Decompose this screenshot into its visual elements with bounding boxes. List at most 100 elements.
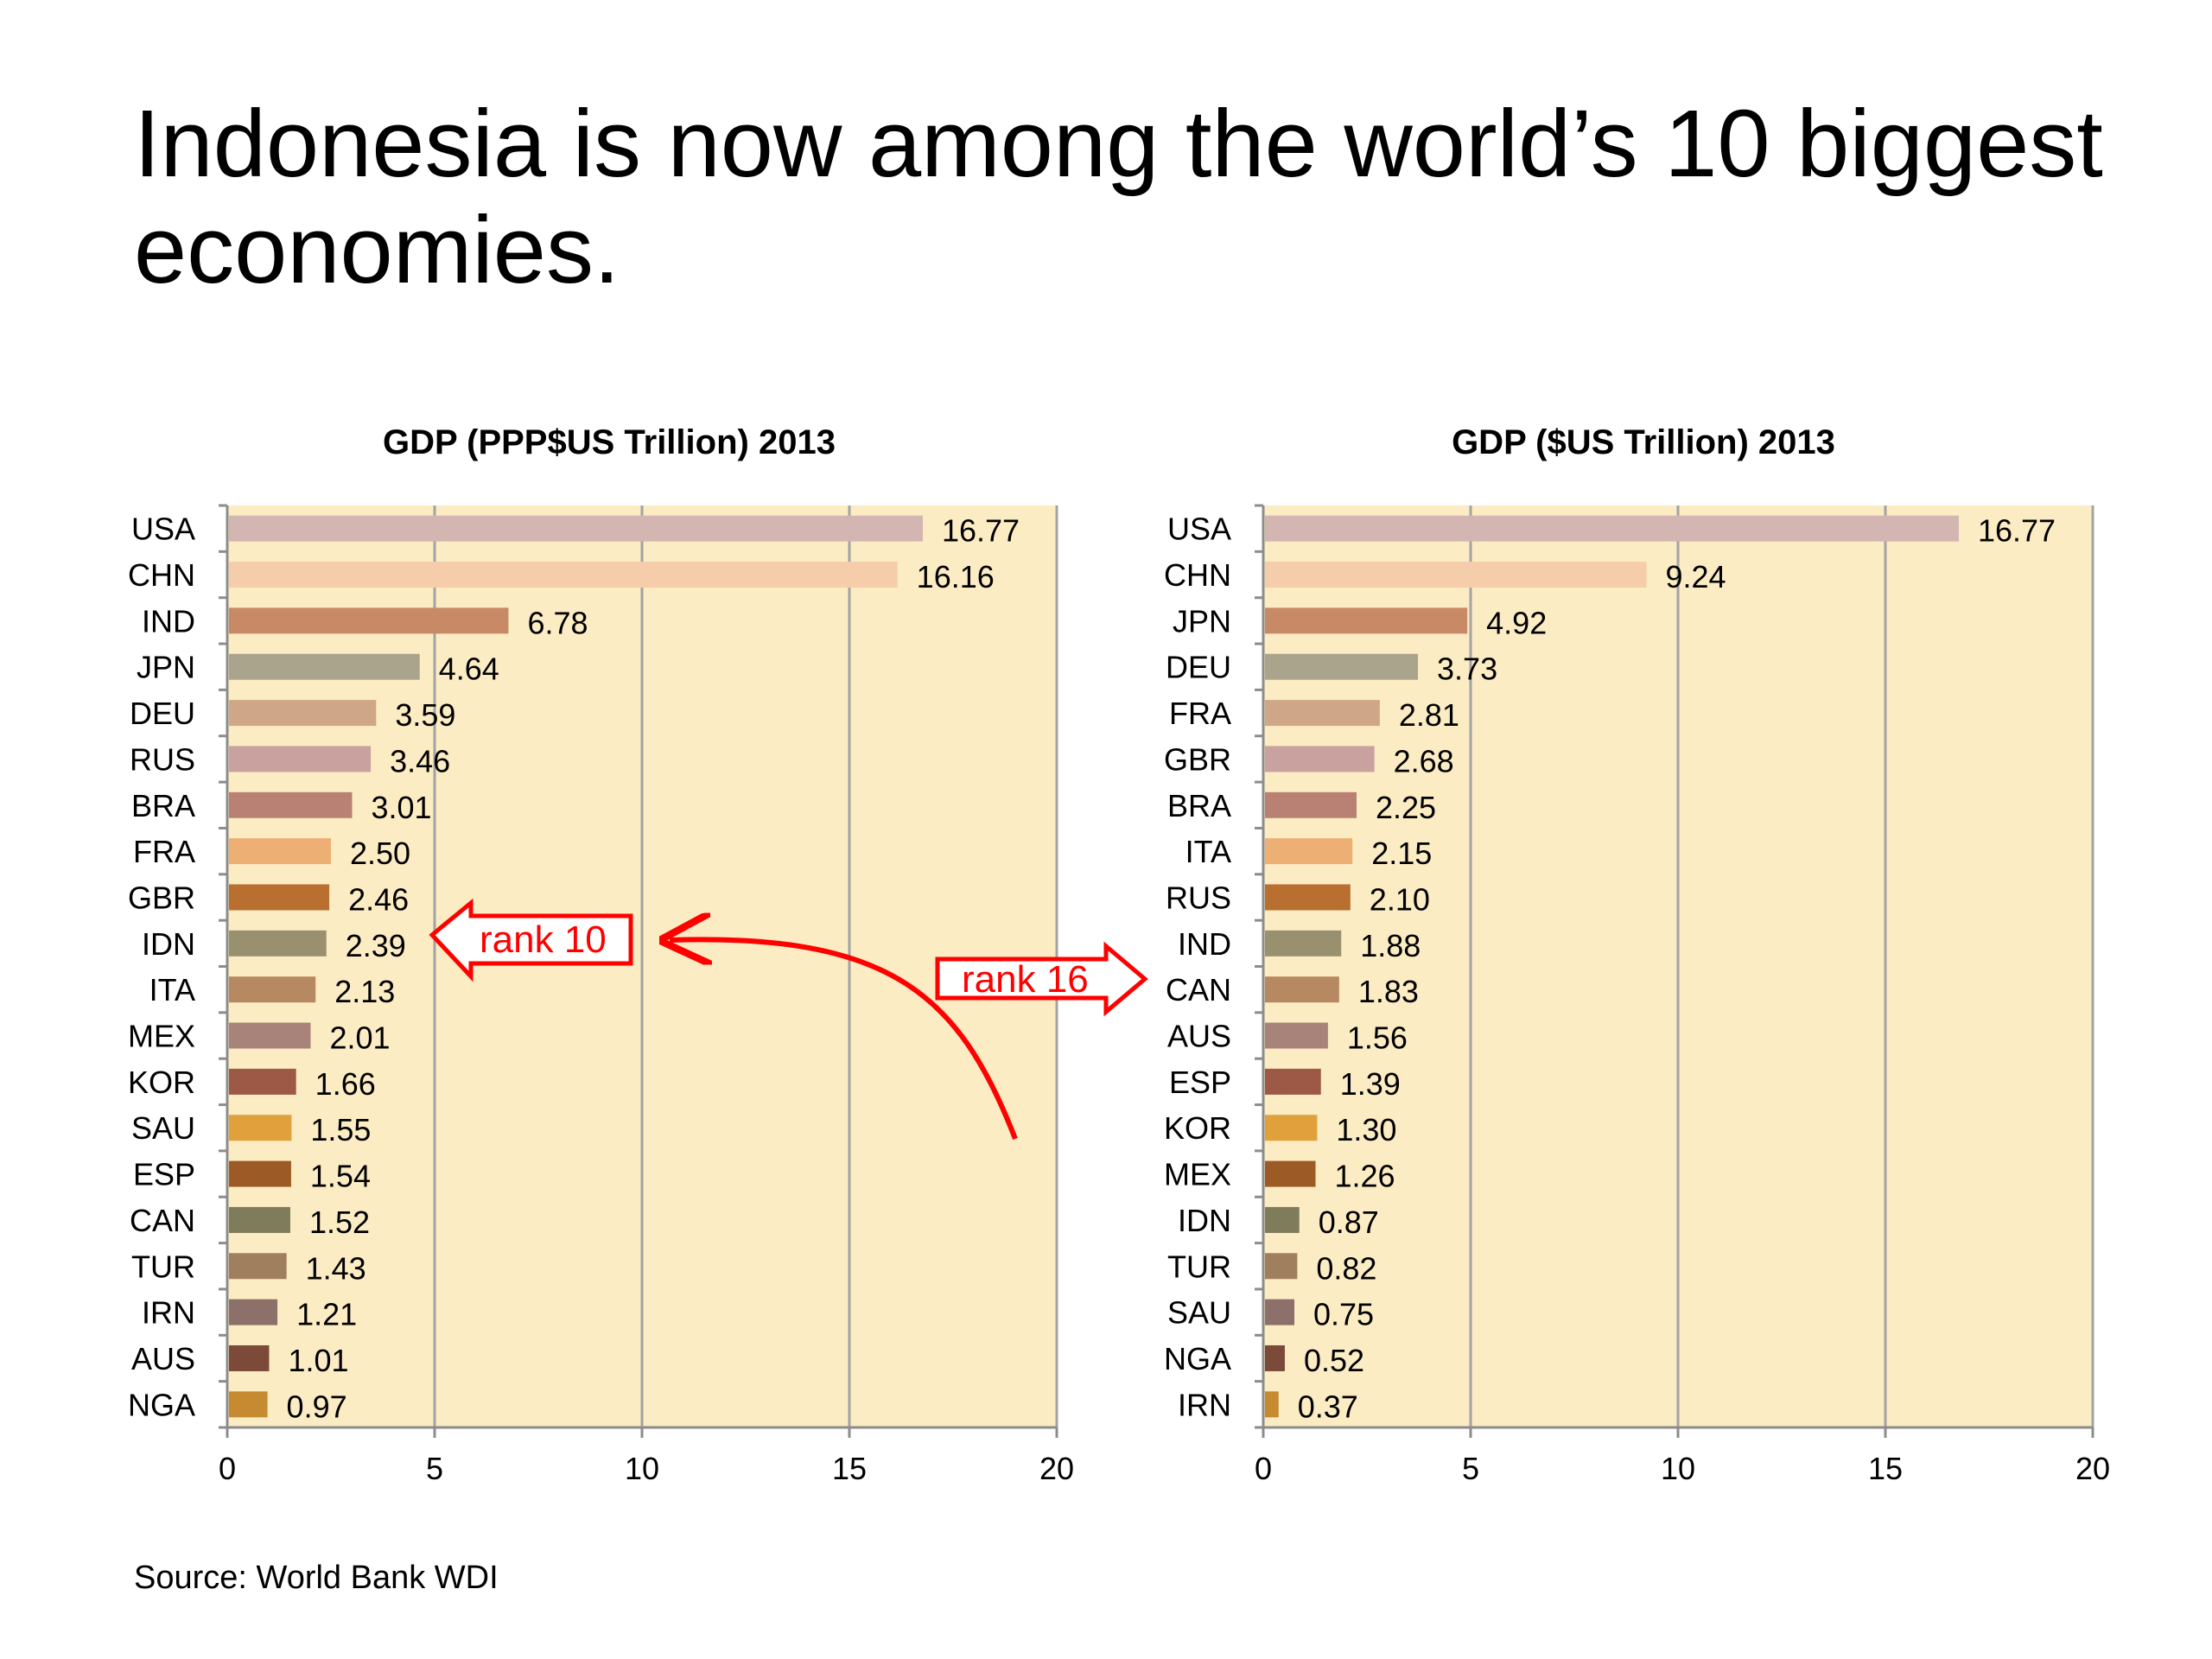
value-label: 0.97 (287, 1389, 347, 1424)
value-label: 2.13 (334, 974, 395, 1009)
category-label: FRA (1169, 696, 1231, 731)
bar-jpn (229, 653, 420, 680)
value-label: 1.88 (1360, 928, 1421, 963)
bar-idn (1265, 1206, 1300, 1233)
value-label: 6.78 (527, 605, 588, 640)
bar-idn (229, 930, 327, 957)
category-label: CAN (130, 1203, 195, 1238)
category-label: GBR (1164, 741, 1231, 777)
bar-can (229, 1206, 290, 1233)
value-label: 1.83 (1358, 974, 1419, 1009)
category-label: TUR (131, 1249, 195, 1284)
value-label: 3.01 (371, 790, 431, 825)
bar-mex (229, 1022, 311, 1049)
category-label: IDN (142, 926, 195, 962)
bar-ind (229, 607, 509, 634)
bar-tur (229, 1253, 287, 1280)
category-label: SAU (1167, 1295, 1231, 1331)
category-label: ITA (1185, 834, 1231, 869)
value-label: 1.21 (296, 1297, 357, 1332)
value-label: 2.46 (348, 881, 409, 917)
bar-usa (1265, 515, 1959, 542)
bar-nga (1265, 1344, 1285, 1371)
value-label: 1.55 (310, 1112, 371, 1147)
value-label: 1.52 (309, 1205, 370, 1240)
bar-deu (229, 700, 377, 727)
bar-gbr (1265, 746, 1375, 772)
category-label: IND (142, 603, 195, 639)
category-label: AUS (131, 1341, 195, 1376)
bar-tur (1265, 1253, 1298, 1280)
x-tick-label: 10 (1661, 1451, 1695, 1486)
bar-jpn (1265, 607, 1468, 634)
value-label: 2.81 (1399, 697, 1459, 733)
value-label: 2.25 (1376, 790, 1436, 825)
value-label: 1.43 (306, 1250, 366, 1286)
bar-rus (1265, 884, 1351, 911)
slide-title: Indonesia is now among the world’s 10 bi… (134, 91, 2103, 303)
chart-title: GDP ($US Trillion) 2013 (1452, 423, 1835, 461)
value-label: 16.77 (1978, 513, 2056, 549)
category-label: AUS (1167, 1019, 1231, 1054)
value-label: 1.66 (315, 1066, 376, 1102)
value-label: 0.82 (1316, 1250, 1376, 1286)
bar-sau (229, 1115, 292, 1141)
bar-fra (1265, 700, 1380, 727)
bar-can (1265, 976, 1339, 1003)
category-label: ESP (133, 1157, 195, 1192)
value-label: 0.52 (1304, 1343, 1364, 1378)
category-label: IRN (1178, 1387, 1231, 1422)
category-label: KOR (1164, 1110, 1231, 1146)
category-label: CHN (1164, 557, 1231, 593)
bar-esp (1265, 1068, 1321, 1095)
value-label: 16.16 (917, 559, 995, 594)
category-label: BRA (1167, 788, 1231, 823)
value-label: 2.15 (1371, 836, 1432, 871)
bar-esp (229, 1160, 291, 1187)
x-tick-label: 15 (832, 1451, 867, 1486)
bar-gbr (229, 884, 330, 911)
category-label: GBR (128, 880, 195, 915)
value-label: 1.26 (1334, 1159, 1395, 1194)
value-label: 9.24 (1666, 559, 1726, 594)
value-label: 3.46 (390, 743, 450, 779)
rank16-label: rank 16 (962, 958, 1089, 1001)
x-tick-label: 15 (1868, 1451, 1903, 1486)
category-label: CAN (1166, 972, 1231, 1007)
bar-deu (1265, 653, 1419, 680)
bar-ita (229, 976, 316, 1003)
bar-kor (1265, 1115, 1318, 1141)
bar-ita (1265, 838, 1353, 865)
category-label: ITA (149, 972, 195, 1007)
value-label: 2.68 (1394, 743, 1454, 779)
category-label: DEU (1166, 650, 1231, 685)
value-label: 2.50 (350, 836, 410, 871)
value-label: 2.39 (346, 928, 406, 963)
bar-mex (1265, 1160, 1316, 1187)
category-label: TUR (1167, 1249, 1231, 1284)
bar-ind (1265, 930, 1342, 957)
x-tick-label: 0 (219, 1451, 236, 1486)
value-label: 1.01 (288, 1343, 348, 1378)
curved-connector-arrow (670, 939, 1018, 1141)
category-label: NGA (1164, 1341, 1231, 1376)
bar-nga (229, 1391, 268, 1418)
value-label: 0.75 (1313, 1297, 1374, 1332)
category-label: NGA (128, 1387, 195, 1422)
rank10-callout-arrow (429, 898, 633, 982)
bar-kor (229, 1068, 296, 1095)
value-label: 16.77 (942, 513, 1020, 549)
rank10-label: rank 10 (480, 918, 607, 961)
value-label: 3.59 (395, 697, 455, 733)
category-label: MEX (1164, 1157, 1231, 1192)
value-label: 4.92 (1486, 605, 1547, 640)
category-label: IRN (142, 1295, 195, 1331)
x-tick-label: 5 (1462, 1451, 1479, 1486)
bar-irn (229, 1299, 278, 1325)
bar-irn (1265, 1391, 1279, 1418)
bar-bra (229, 791, 353, 818)
bar-sau (1265, 1299, 1294, 1325)
category-label: IND (1178, 926, 1231, 962)
x-tick-label: 20 (1039, 1451, 1074, 1486)
